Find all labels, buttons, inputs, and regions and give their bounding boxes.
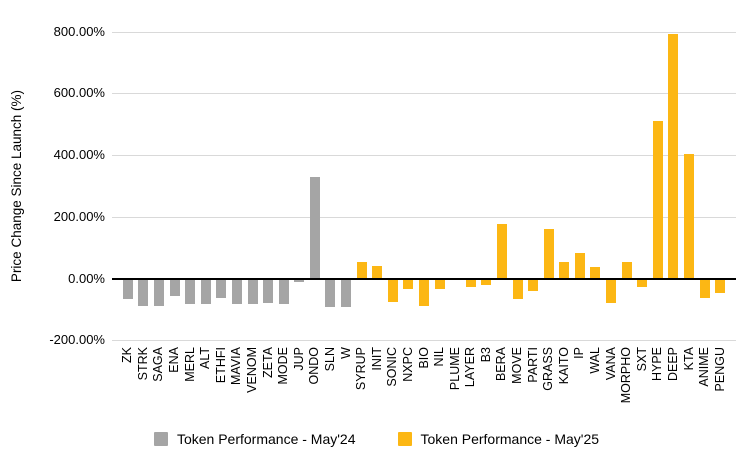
bar-sxt bbox=[637, 278, 648, 287]
bar-syrup bbox=[356, 261, 367, 279]
bar-zeta bbox=[263, 278, 274, 304]
bar-morpho bbox=[621, 262, 632, 279]
bar-saga bbox=[153, 278, 164, 307]
legend-swatch-may24 bbox=[153, 432, 168, 446]
gridline bbox=[112, 155, 736, 157]
legend-swatch-may25 bbox=[397, 432, 412, 446]
bar-wal bbox=[590, 266, 601, 279]
x-tick-label-zeta: ZETA bbox=[260, 347, 275, 379]
x-tick-label-bio: BIO bbox=[416, 347, 431, 369]
bar-ip bbox=[574, 252, 585, 279]
x-tick-label-parti: PARTI bbox=[525, 347, 540, 383]
x-tick-label-syrup: SYRUP bbox=[354, 347, 369, 391]
x-tick-label-kta: KTA bbox=[681, 347, 696, 371]
x-tick-label-alt: ALT bbox=[198, 347, 213, 369]
x-tick-label-strk: STRK bbox=[135, 347, 150, 381]
x-tick-label-sonic: SONIC bbox=[385, 347, 400, 387]
bar-w bbox=[341, 278, 352, 307]
gridline bbox=[112, 31, 736, 33]
y-tick-label: 200.00% bbox=[53, 208, 105, 224]
legend: Token Performance - May'24 Token Perform… bbox=[0, 428, 753, 450]
x-tick-label-grass: GRASS bbox=[541, 347, 556, 391]
x-tick-label-venom: VENOM bbox=[245, 347, 259, 393]
x-tick-label-morpho: MORPHO bbox=[619, 347, 634, 404]
bar-nxpc bbox=[403, 278, 414, 290]
x-tick-label-merl: MERL bbox=[182, 347, 197, 382]
bar-vana bbox=[606, 278, 617, 303]
bar-jup bbox=[294, 278, 305, 283]
x-tick-label-init: INIT bbox=[369, 347, 384, 371]
bar-bio bbox=[419, 278, 429, 307]
bar-mode bbox=[278, 278, 289, 305]
y-tick-label: 600.00% bbox=[53, 85, 105, 101]
x-tick-label-layer: LAYER bbox=[463, 347, 478, 388]
bar-nil bbox=[434, 278, 445, 290]
bar-strk bbox=[138, 278, 149, 307]
y-tick-label: 400.00% bbox=[53, 147, 105, 163]
x-tick-label-hype: HYPE bbox=[650, 347, 665, 382]
legend-label-may25: Token Performance - May'25 bbox=[420, 431, 600, 447]
bar-kaito bbox=[559, 262, 570, 279]
bar-b3 bbox=[481, 278, 492, 285]
x-tick-label-saga: SAGA bbox=[151, 347, 166, 382]
y-axis-title: Price Change Since Launch (%) bbox=[9, 89, 24, 283]
bar-anime bbox=[699, 278, 710, 299]
bar-merl bbox=[185, 278, 196, 305]
gridline bbox=[112, 93, 736, 95]
x-tick-label-sxt: SXT bbox=[634, 347, 649, 372]
x-tick-label-kaito: KAITO bbox=[556, 347, 571, 385]
bar-ethfi bbox=[216, 278, 227, 298]
x-tick-label-anime: ANIME bbox=[697, 347, 712, 387]
x-tick-label-mode: MODE bbox=[276, 347, 291, 385]
x-tick-label-ena: ENA bbox=[167, 347, 182, 373]
x-tick-label-ondo: ONDO bbox=[307, 347, 322, 385]
bar-sonic bbox=[387, 278, 398, 302]
bar-parti bbox=[528, 278, 539, 292]
x-tick-label-ip: IP bbox=[572, 347, 587, 359]
x-tick-label-move: MOVE bbox=[510, 347, 525, 384]
x-tick-label-jup: JUP bbox=[291, 347, 306, 371]
bar-kta bbox=[684, 154, 695, 279]
x-tick-label-deep: DEEP bbox=[665, 347, 680, 382]
x-tick-label-pengu: PENGU bbox=[712, 347, 727, 392]
bar-ena bbox=[169, 278, 180, 297]
legend-item-may25: Token Performance - May'25 bbox=[397, 430, 600, 448]
x-tick-label-b3: B3 bbox=[478, 347, 493, 363]
bar-deep bbox=[668, 34, 679, 279]
x-tick-label-bera: BERA bbox=[494, 347, 509, 382]
legend-item-may24: Token Performance - May'24 bbox=[153, 430, 356, 448]
x-tick-label-nxpc: NXPC bbox=[400, 347, 415, 382]
bar-init bbox=[372, 265, 383, 279]
gridline bbox=[112, 216, 736, 218]
bar-hype bbox=[652, 121, 663, 279]
bar-alt bbox=[200, 278, 211, 305]
gridline bbox=[112, 340, 736, 342]
x-tick-label-vana: VANA bbox=[603, 347, 618, 381]
x-tick-label-zk: ZK bbox=[120, 347, 135, 363]
y-tick-label: 800.00% bbox=[53, 23, 105, 39]
x-tick-label-wal: WAL bbox=[587, 347, 602, 374]
bar-layer bbox=[465, 278, 476, 287]
x-tick-label-sln: SLN bbox=[322, 347, 337, 372]
bar-sln bbox=[325, 278, 336, 307]
x-axis-line bbox=[112, 277, 736, 280]
bar-ondo bbox=[309, 177, 320, 279]
bar-mavia bbox=[231, 278, 242, 305]
bar-zk bbox=[122, 278, 133, 300]
x-tick-label-nil: NIL bbox=[432, 347, 447, 367]
y-tick-label: 0.00% bbox=[68, 270, 105, 286]
x-tick-label-ethfi: ETHFI bbox=[213, 347, 228, 384]
bar-pengu bbox=[715, 278, 726, 294]
x-tick-label-w: W bbox=[338, 347, 353, 359]
x-tick-label-mavia: MAVIA bbox=[229, 347, 244, 385]
legend-label-may24: Token Performance - May'24 bbox=[176, 431, 356, 447]
bar-bera bbox=[496, 223, 507, 279]
bar-venom bbox=[247, 278, 258, 305]
y-tick-label: -200.00% bbox=[49, 332, 105, 348]
x-tick-label-plume: PLUME bbox=[447, 347, 462, 391]
bar-grass bbox=[543, 228, 554, 279]
bar-move bbox=[512, 278, 523, 300]
